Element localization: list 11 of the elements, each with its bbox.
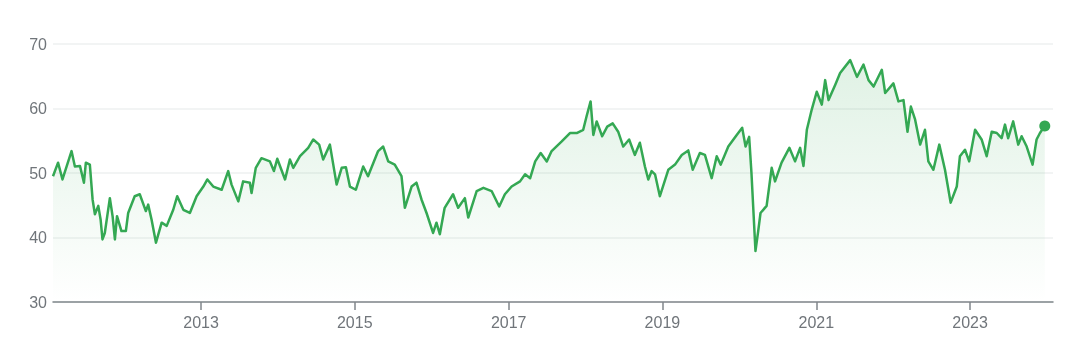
y-tick-label: 50 xyxy=(29,164,48,182)
x-tick-label: 2019 xyxy=(644,313,681,331)
y-tick-label: 30 xyxy=(29,293,48,311)
x-tick-label: 2015 xyxy=(336,313,373,331)
x-tick-label: 2023 xyxy=(952,313,988,331)
x-tick-label: 2021 xyxy=(798,313,835,331)
y-tick-label: 40 xyxy=(29,229,48,246)
y-tick-label: 60 xyxy=(29,100,48,117)
y-tick-label: 70 xyxy=(29,35,48,53)
x-tick-label: 2017 xyxy=(490,313,527,331)
x-tick-label: 2013 xyxy=(183,313,219,331)
